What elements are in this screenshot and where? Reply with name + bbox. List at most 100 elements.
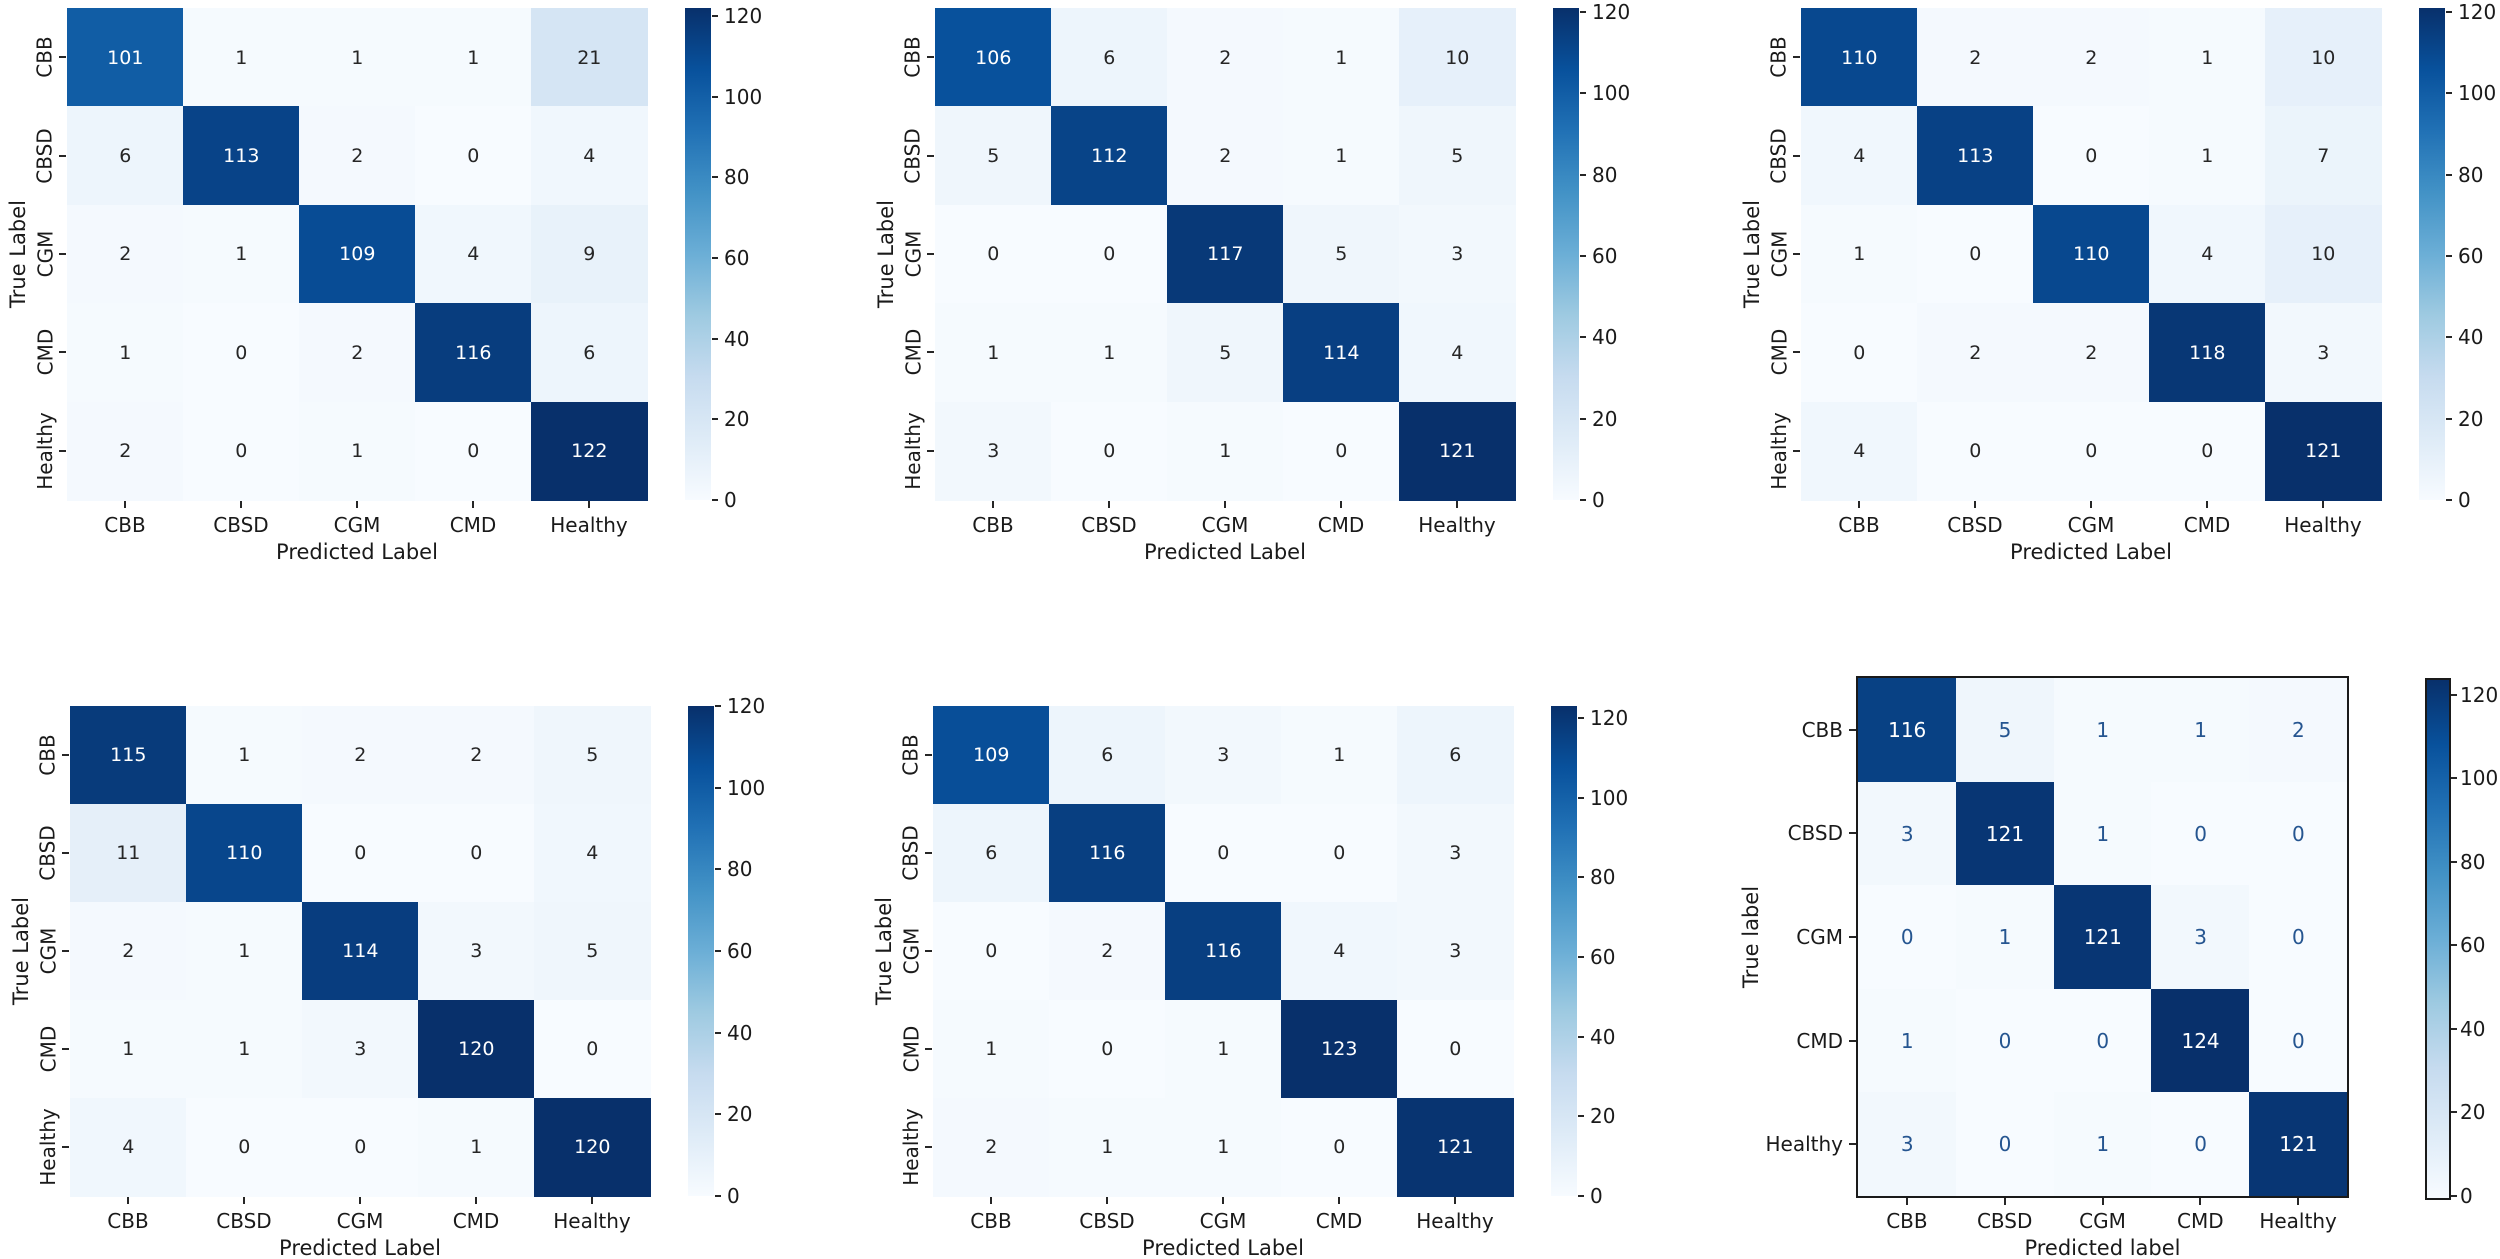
y-axis-label: True Label [9, 897, 33, 1005]
y-tick-mark [1849, 936, 1856, 938]
x-tick-label: CBB [1886, 1209, 1928, 1233]
colorbar-tick-mark [1580, 499, 1586, 501]
x-tick-label: Healthy [1416, 1209, 1494, 1233]
heatmap-cell: 10 [2265, 8, 2382, 107]
heatmap-cell: 5 [935, 106, 1052, 206]
y-tick-mark [62, 950, 69, 952]
heatmap-cell: 0 [186, 1098, 303, 1197]
x-tick-label: Healthy [553, 1209, 631, 1233]
heatmap-cell: 1 [1167, 401, 1284, 501]
y-tick-label: CBB [1801, 717, 1843, 742]
y-tick-mark [927, 351, 934, 354]
heatmap-cell: 1 [2149, 106, 2266, 206]
heatmap-cell: 4 [531, 106, 648, 206]
heatmap-cell: 121 [1955, 781, 2055, 886]
heatmap-cell: 0 [2151, 1092, 2250, 1197]
heatmap-cell: 1 [1801, 204, 1918, 304]
heatmap-cell: 1 [1165, 1098, 1282, 1197]
colorbar-tick-mark [1578, 716, 1584, 719]
colorbar-tick-label: 100 [724, 84, 763, 109]
y-axis-label: True Label [6, 200, 30, 308]
x-axis-label: Predicted label [2024, 1236, 2181, 1259]
x-tick-label: CGM [2079, 1209, 2126, 1233]
y-tick-mark [925, 1146, 932, 1148]
heatmap-cell: 2 [1049, 902, 1166, 1001]
colorbar-tick-mark [715, 950, 721, 952]
x-tick-label: CBSD [1947, 513, 2003, 537]
colorbar-tick-label: 120 [1592, 0, 1631, 25]
heatmap-cell: 1 [2053, 1092, 2152, 1197]
heatmap-cell: 114 [302, 902, 419, 1001]
heatmap-cell: 1 [299, 8, 416, 107]
heatmap-cell: 121 [2249, 1092, 2348, 1197]
colorbar-tick-label: 40 [1592, 325, 1618, 350]
colorbar-tick-mark [1578, 1195, 1584, 1197]
x-tick-label: CGM [1199, 1209, 1247, 1233]
heatmap-cell: 1 [1051, 303, 1168, 403]
colorbar-tick-label: 0 [1590, 1184, 1603, 1208]
heatmap-cell: 1 [1049, 1098, 1166, 1197]
colorbar-tick-label: 0 [724, 488, 737, 512]
heatmap-cell: 0 [1917, 204, 2034, 304]
colorbar-tick-label: 0 [2458, 488, 2471, 512]
heatmap-cell: 109 [299, 204, 416, 304]
heatmap-cell: 3 [1397, 804, 1514, 903]
heatmap-cell: 2 [933, 1098, 1050, 1197]
colorbar-tick-mark [1580, 173, 1586, 176]
heatmap-cell: 0 [2151, 781, 2250, 886]
colorbar-tick-label: 40 [2460, 1016, 2486, 1041]
heatmap-cell: 1 [2053, 781, 2152, 886]
heatmap-cell: 10 [1399, 8, 1516, 107]
heatmap-cell: 1 [2149, 8, 2266, 107]
heatmap-cell: 0 [1165, 804, 1282, 903]
x-axis-label: Predicted Label [279, 1236, 441, 1259]
heatmap-cell: 112 [1051, 106, 1168, 206]
heatmap-cell: 0 [2249, 781, 2348, 886]
colorbar-tick-mark [715, 1031, 721, 1034]
heatmap-cell: 3 [1858, 781, 1957, 886]
x-tick-label: CBSD [1079, 1209, 1135, 1233]
heatmap-cell: 113 [1917, 106, 2034, 206]
heatmap-cell: 115 [70, 706, 187, 805]
heatmap-cell: 5 [534, 706, 651, 805]
colorbar-tick-label: 120 [724, 4, 763, 29]
y-tick-label: CBSD [1787, 821, 1843, 846]
y-tick-mark [1793, 449, 1800, 452]
y-tick-mark [927, 253, 934, 255]
heatmap-cell: 6 [531, 303, 648, 403]
x-tick-mark [472, 501, 474, 508]
x-tick-label: CMD [1317, 513, 1365, 537]
heatmap-cell: 2 [2249, 678, 2348, 783]
x-tick-label: Healthy [1418, 513, 1496, 537]
heatmap-cell: 1 [418, 1098, 535, 1197]
x-tick-label: CBB [972, 513, 1014, 537]
x-tick-label: CBB [1838, 513, 1880, 537]
heatmap-cell: 0 [2249, 885, 2348, 990]
colorbar-tick-label: 40 [724, 326, 750, 351]
x-tick-mark [990, 1197, 992, 1204]
heatmap-cell: 2 [67, 204, 184, 304]
colorbar-tick-label: 100 [1592, 81, 1631, 106]
heatmap-cell: 2 [67, 401, 184, 501]
heatmap-cell: 5 [534, 902, 651, 1001]
colorbar-tick-label: 40 [1590, 1024, 1616, 1049]
heatmap-cell: 6 [1397, 706, 1514, 805]
colorbar-tick-mark [712, 418, 718, 421]
heatmap-cell: 1 [299, 401, 416, 501]
colorbar [685, 8, 711, 500]
colorbar-tick-label: 120 [1590, 705, 1629, 730]
colorbar-tick-label: 0 [1592, 488, 1605, 512]
x-tick-label: CGM [333, 513, 381, 537]
heatmap-cell: 2 [2033, 303, 2150, 403]
colorbar-tick-mark [2451, 693, 2457, 696]
colorbar-tick-mark [2446, 173, 2452, 176]
y-tick-mark [1849, 728, 1856, 731]
heatmap-cell: 116 [1165, 902, 1282, 1001]
heatmap-cell: 116 [1858, 678, 1957, 783]
colorbar-tick-mark [2451, 1111, 2457, 1114]
colorbar-tick-mark [715, 1113, 721, 1116]
heatmap-cell: 0 [1801, 303, 1918, 403]
colorbar-tick-mark [1580, 336, 1586, 339]
heatmap-cell: 3 [1399, 204, 1516, 304]
